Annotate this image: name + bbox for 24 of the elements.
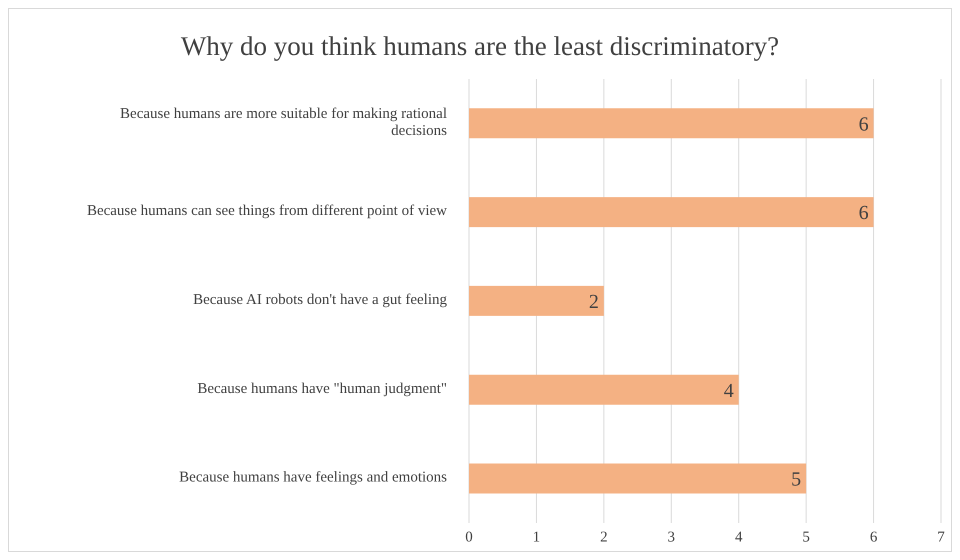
x-tick-label: 0 [465,530,473,546]
y-tick-label: Because AI robots don't have a gut feeling [193,292,448,308]
x-tick-label: 5 [802,530,810,546]
x-tick-label: 4 [734,530,743,546]
data-label: 5 [791,468,802,491]
y-tick-label: Because humans have feelings and emotions [179,470,448,486]
data-label: 6 [858,202,869,224]
bar [469,286,604,316]
x-tick-label: 2 [600,530,608,546]
data-label: 6 [858,113,869,136]
bar [469,374,739,405]
y-tick-label: Because humans can see things from different point of view [86,204,448,220]
x-tick-label: 7 [937,530,946,546]
x-tick-label: 1 [532,530,540,546]
data-label: 2 [588,291,599,314]
data-label: 4 [724,380,734,402]
bar [469,464,806,494]
y-tick-label: Because humans have "human judgment" [197,381,447,398]
x-tick-label: 6 [870,530,878,546]
bar [469,108,874,138]
x-tick-label: 3 [668,530,676,546]
bar [469,197,874,228]
chart-title: Why do you think humans are the least discriminatory? [180,31,780,62]
y-tick-label: Because humans are more suitable for making rational decisions [120,106,448,140]
